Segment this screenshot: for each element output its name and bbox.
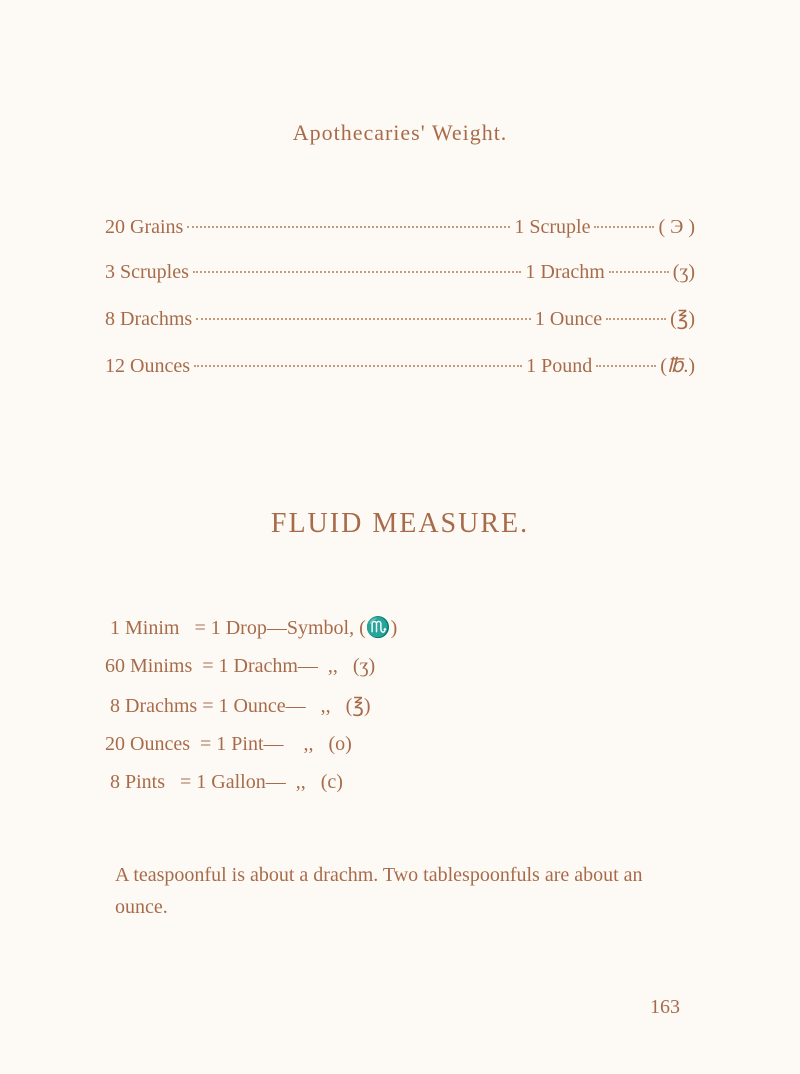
- footer-note: A teaspoonful is about a drachm. Two tab…: [105, 859, 695, 923]
- fluid-row: 1 Minim = 1 Drop—Symbol, (♏): [105, 615, 695, 640]
- conversion-row: 3 Scruples1 Drachm(ʒ): [105, 261, 695, 284]
- conversion-row: 20 Grains1 Scruple( Э ): [105, 216, 695, 239]
- section-title: FLUID MEASURE.: [105, 508, 695, 540]
- apothecaries-table: 20 Grains1 Scruple( Э ) 3 Scruples1 Drach…: [105, 216, 695, 378]
- fluid-measure-table: 1 Minim = 1 Drop—Symbol, (♏) 60 Minims = …: [105, 615, 695, 794]
- fluid-row: 8 Pints = 1 Gallon— ,, (c): [105, 771, 695, 794]
- page-title: Apothecaries' Weight.: [105, 120, 695, 146]
- conversion-row: 8 Drachms1 Ounce(℥): [105, 306, 695, 331]
- fluid-row: 60 Minims = 1 Drachm— ,, (ʒ): [105, 655, 695, 678]
- fluid-row: 20 Ounces = 1 Pint— ,, (o): [105, 733, 695, 756]
- fluid-row: 8 Drachms = 1 Ounce— ,, (℥): [105, 693, 695, 718]
- conversion-row: 12 Ounces1 Pound(℔.): [105, 353, 695, 378]
- page-number: 163: [650, 996, 680, 1019]
